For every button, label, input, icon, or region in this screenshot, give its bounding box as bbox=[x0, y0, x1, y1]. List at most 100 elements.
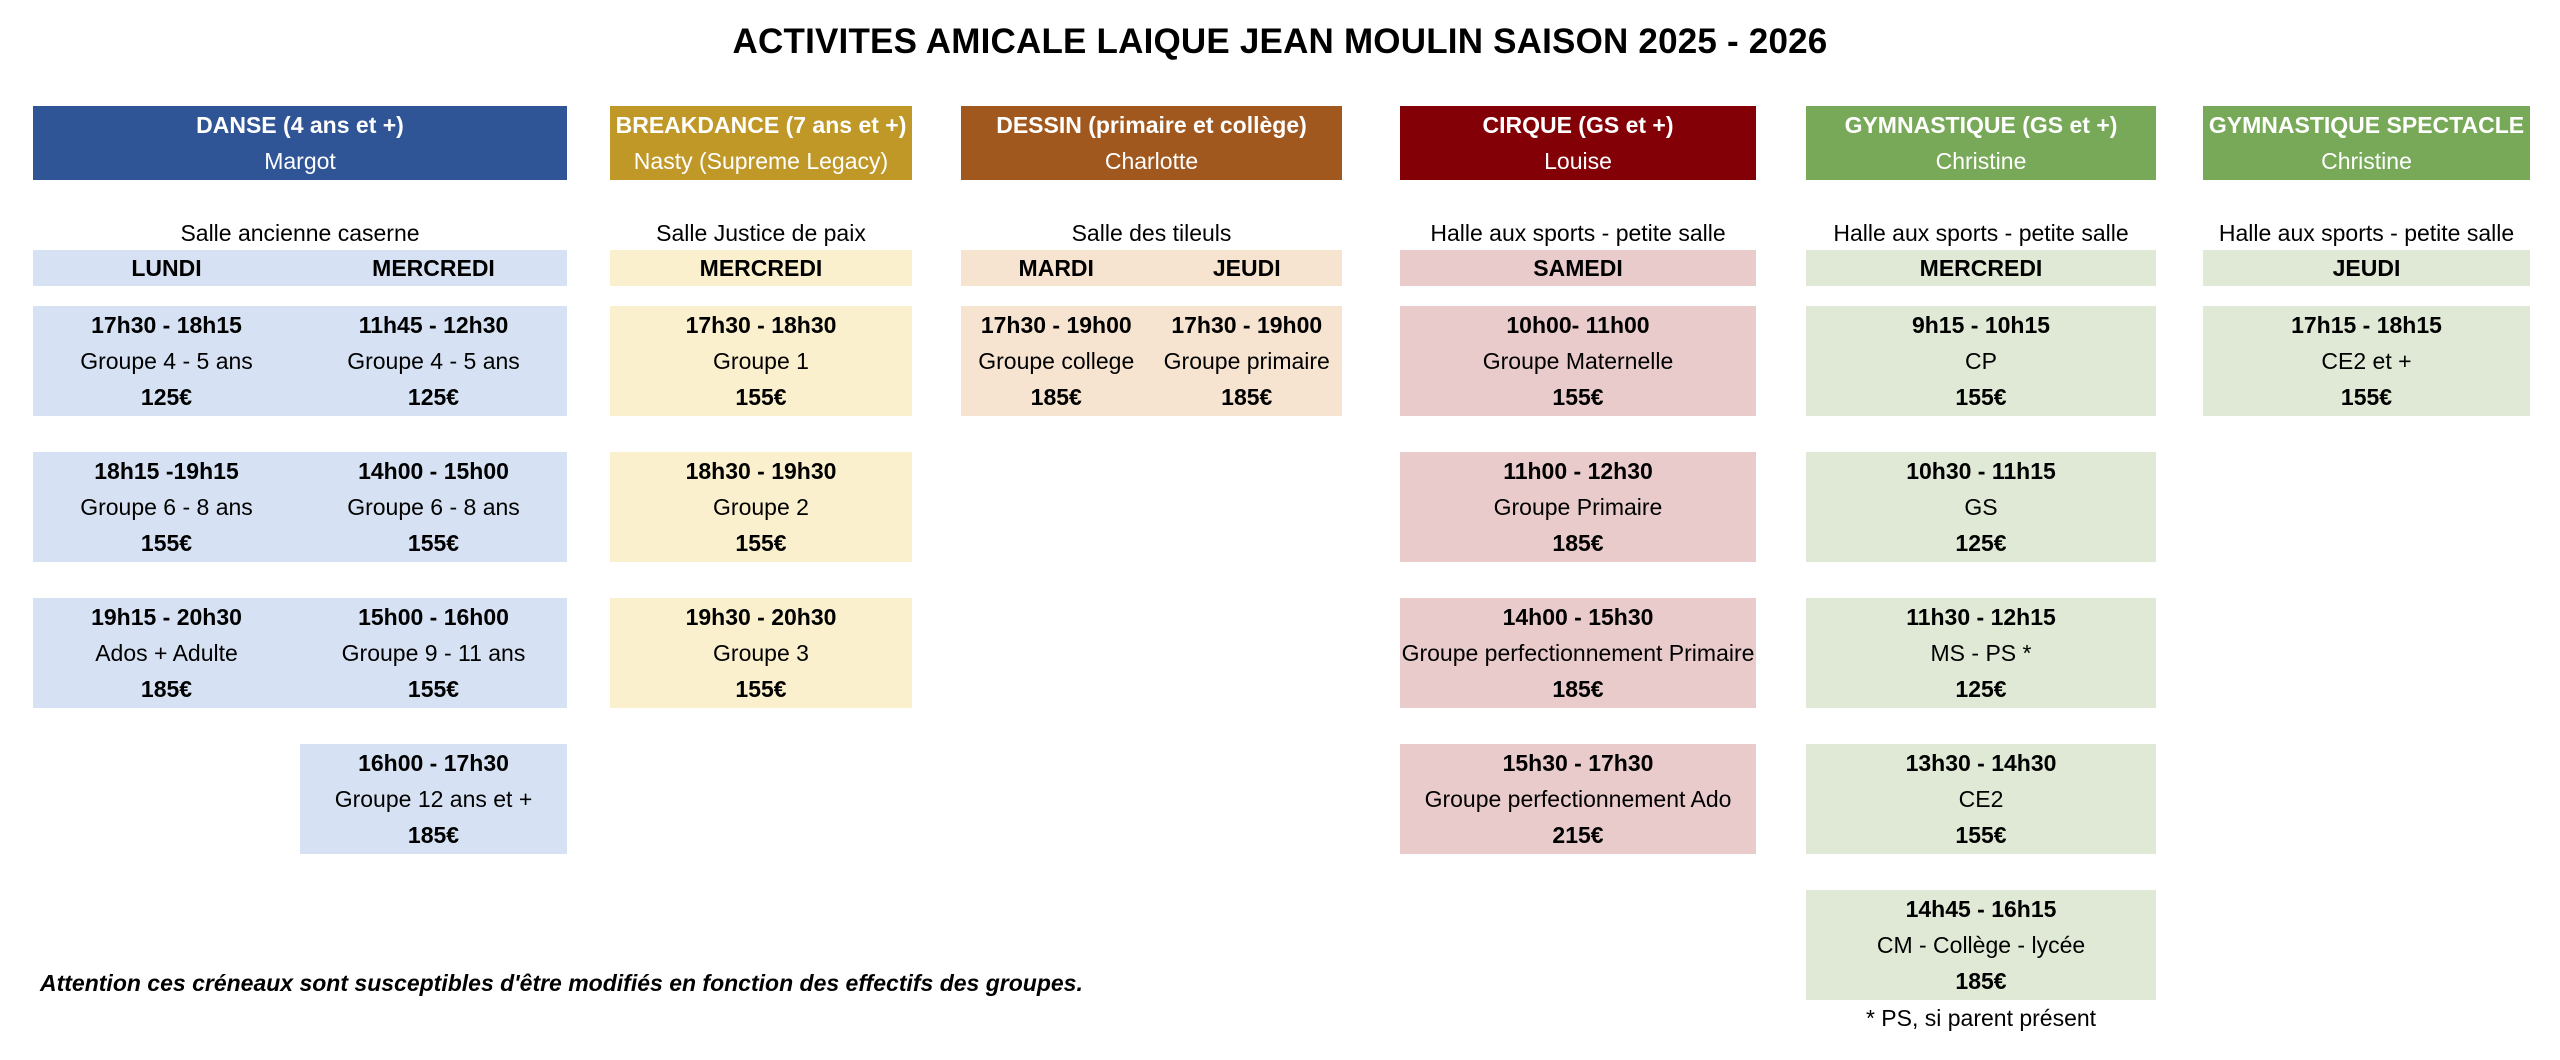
time-slot: 15h00 - 16h00 Groupe 9 - 11 ans 155€ bbox=[300, 598, 567, 708]
day-label: JEUDI bbox=[2332, 255, 2401, 281]
slot-time: 14h00 - 15h30 bbox=[1502, 604, 1654, 630]
slot-price: 155€ bbox=[735, 384, 787, 410]
slot-time: 15h00 - 16h00 bbox=[358, 604, 509, 630]
time-slot: 17h15 - 18h15 CE2 et + 155€ bbox=[2203, 306, 2530, 416]
time-slot: 11h45 - 12h30 Groupe 4 - 5 ans 125€ bbox=[300, 306, 567, 416]
slot-time: 9h15 - 10h15 bbox=[1911, 312, 2051, 338]
slot-price: 125€ bbox=[1955, 676, 2007, 702]
slot-group: CP bbox=[1965, 348, 1997, 374]
activity-name: GYMNASTIQUE SPECTACLE bbox=[2208, 112, 2525, 138]
slot-group: Groupe primaire bbox=[1163, 348, 1330, 374]
activity-danse: DANSE (4 ans et +) Margot Salle ancienne c… bbox=[33, 106, 567, 890]
slot-time: 11h00 - 12h30 bbox=[1503, 458, 1653, 484]
activity-breakdance: BREAKDANCE (7 ans et +) Nasty (Supreme Le… bbox=[610, 106, 912, 744]
slot-group: Groupe 9 - 11 ans bbox=[341, 640, 526, 666]
activity-name: GYMNASTIQUE (GS et +) bbox=[1844, 112, 2118, 138]
activity-header: BREAKDANCE (7 ans et +) Nasty (Supreme Le… bbox=[610, 106, 912, 180]
time-slot: 9h15 - 10h15 CP 155€ bbox=[1806, 306, 2156, 416]
slot-price: 155€ bbox=[407, 676, 460, 702]
slot-group: Groupe Maternelle bbox=[1482, 348, 1674, 374]
slot-group: Groupe perfectionnement Ado bbox=[1424, 786, 1732, 812]
slot-group: Groupe Primaire bbox=[1493, 494, 1663, 520]
day-column: 9h15 - 10h15 CP 155€ 10h30 - 11h15 GS 125€ 11h… bbox=[1806, 306, 2156, 1036]
slot-time: 10h30 - 11h15 bbox=[1906, 458, 2056, 484]
activity-name: CIRQUE (GS et +) bbox=[1482, 112, 1674, 138]
slot-time: 16h00 - 17h30 bbox=[358, 750, 509, 776]
schedule-columns: 9h15 - 10h15 CP 155€ 10h30 - 11h15 GS 125€ 11h… bbox=[1806, 306, 2156, 1036]
time-slot: 16h00 - 17h30 Groupe 12 ans et + 185€ bbox=[300, 744, 567, 854]
slot-time: 19h30 - 20h30 bbox=[685, 604, 837, 630]
slot-price: 125€ bbox=[140, 384, 193, 410]
time-slot: 14h45 - 16h15 CM - Collège - lycée 185€ bbox=[1806, 890, 2156, 1000]
slot-price: 185€ bbox=[1955, 968, 2007, 994]
activity-teacher: Nasty (Supreme Legacy) bbox=[633, 148, 889, 174]
activity-dessin: DESSIN (primaire et collège) Charlotte Sal… bbox=[961, 106, 1342, 452]
day-header-row: SAMEDI bbox=[1400, 250, 1756, 286]
time-slot: 17h30 - 18h15 Groupe 4 - 5 ans 125€ bbox=[33, 306, 300, 416]
slot-group: Groupe perfectionnement Primaire bbox=[1401, 640, 1755, 666]
slot-group: Groupe 3 bbox=[713, 640, 809, 666]
slot-price: 155€ bbox=[407, 530, 460, 556]
slot-price: 125€ bbox=[1955, 530, 2007, 556]
slot-price: 185€ bbox=[407, 822, 460, 848]
activity-gymnastique: GYMNASTIQUE (GS et +) Christine Halle aux … bbox=[1806, 106, 2156, 1036]
day-label: JEUDI bbox=[1212, 255, 1281, 281]
schedule-columns: 17h30 - 18h15 Groupe 4 - 5 ans 125€ 18h15 -… bbox=[33, 306, 567, 890]
activity-teacher: Christine bbox=[1935, 148, 2027, 174]
slot-group: Groupe 1 bbox=[713, 348, 809, 374]
time-slot: 15h30 - 17h30 Groupe perfectionnement Ado… bbox=[1400, 744, 1756, 854]
schedule-columns: 17h30 - 18h30 Groupe 1 155€ 18h30 - 19h30 Gr… bbox=[610, 306, 912, 744]
venue-label: Salle Justice de paix bbox=[656, 220, 866, 246]
time-slot: 11h30 - 12h15 MS - PS * 125€ bbox=[1806, 598, 2156, 708]
slot-group: CM - Collège - lycée bbox=[1876, 932, 2086, 958]
activity-header: GYMNASTIQUE (GS et +) Christine bbox=[1806, 106, 2156, 180]
activity-header: DESSIN (primaire et collège) Charlotte bbox=[961, 106, 1342, 180]
slot-group: Groupe 4 - 5 ans bbox=[80, 348, 253, 374]
slot-group: GS bbox=[1964, 494, 1998, 520]
slot-group: CE2 et + bbox=[2321, 348, 2412, 374]
day-label: SAMEDI bbox=[1533, 255, 1623, 281]
day-column: 10h00- 11h00 Groupe Maternelle 155€ 11h00 -… bbox=[1400, 306, 1756, 890]
time-slot: 19h15 - 20h30 Ados + Adulte 185€ bbox=[33, 598, 300, 708]
time-slot: 18h15 -19h15 Groupe 6 - 8 ans 155€ bbox=[33, 452, 300, 562]
slot-price: 155€ bbox=[2340, 384, 2393, 410]
slot-price: 185€ bbox=[140, 676, 193, 702]
slot-price: 185€ bbox=[1030, 384, 1082, 410]
slot-time: 14h45 - 16h15 bbox=[1905, 896, 2057, 922]
slot-time: 18h15 -19h15 bbox=[94, 458, 239, 484]
time-slot: 18h30 - 19h30 Groupe 2 155€ bbox=[610, 452, 912, 562]
slot-time: 17h30 - 18h15 bbox=[91, 312, 242, 338]
time-slot: 14h00 - 15h00 Groupe 6 - 8 ans 155€ bbox=[300, 452, 567, 562]
time-slot: 11h00 - 12h30 Groupe Primaire 185€ bbox=[1400, 452, 1756, 562]
slot-price: 155€ bbox=[1955, 822, 2007, 848]
time-slot: 17h30 - 19h00 Groupe primaire 185€ bbox=[1151, 306, 1342, 416]
slot-time: 11h30 - 12h15 bbox=[1906, 604, 2056, 630]
venue-label: Salle ancienne caserne bbox=[180, 220, 420, 246]
venue-label: Salle des tileuls bbox=[1071, 220, 1232, 246]
activity-name: DANSE (4 ans et +) bbox=[196, 112, 404, 138]
slot-time: 17h30 - 19h00 bbox=[980, 312, 1132, 338]
day-column: 11h45 - 12h30 Groupe 4 - 5 ans 125€ 14h00 -… bbox=[300, 306, 567, 890]
slot-price: 155€ bbox=[735, 676, 787, 702]
slot-group: Groupe 2 bbox=[713, 494, 809, 520]
disclaimer-note: Attention ces créneaux sont susceptibles… bbox=[40, 970, 1083, 996]
day-label: LUNDI bbox=[131, 255, 202, 281]
slot-price: 155€ bbox=[1552, 384, 1604, 410]
time-slot: 17h30 - 19h00 Groupe college 185€ bbox=[961, 306, 1152, 416]
slot-group: Ados + Adulte bbox=[95, 640, 238, 666]
slot-group: Groupe 4 - 5 ans bbox=[347, 348, 520, 374]
slot-price: 125€ bbox=[407, 384, 460, 410]
activity-name: BREAKDANCE (7 ans et +) bbox=[615, 112, 907, 138]
day-column: 17h30 - 18h30 Groupe 1 155€ 18h30 - 19h30 Gr… bbox=[610, 306, 912, 744]
slot-time: 17h15 - 18h15 bbox=[2291, 312, 2442, 338]
slot-group: Groupe 6 - 8 ans bbox=[347, 494, 520, 520]
slot-price: 155€ bbox=[140, 530, 193, 556]
slot-time: 19h15 - 20h30 bbox=[91, 604, 242, 630]
time-slot: 10h30 - 11h15 GS 125€ bbox=[1806, 452, 2156, 562]
activity-header: GYMNASTIQUE SPECTACLE Christine bbox=[2203, 106, 2530, 180]
slot-time: 17h30 - 18h30 bbox=[685, 312, 837, 338]
day-column: 17h15 - 18h15 CE2 et + 155€ bbox=[2203, 306, 2530, 452]
slot-group: Groupe college bbox=[978, 348, 1135, 374]
time-slot: 17h30 - 18h30 Groupe 1 155€ bbox=[610, 306, 912, 416]
venue-label: Halle aux sports - petite salle bbox=[1430, 220, 1726, 246]
